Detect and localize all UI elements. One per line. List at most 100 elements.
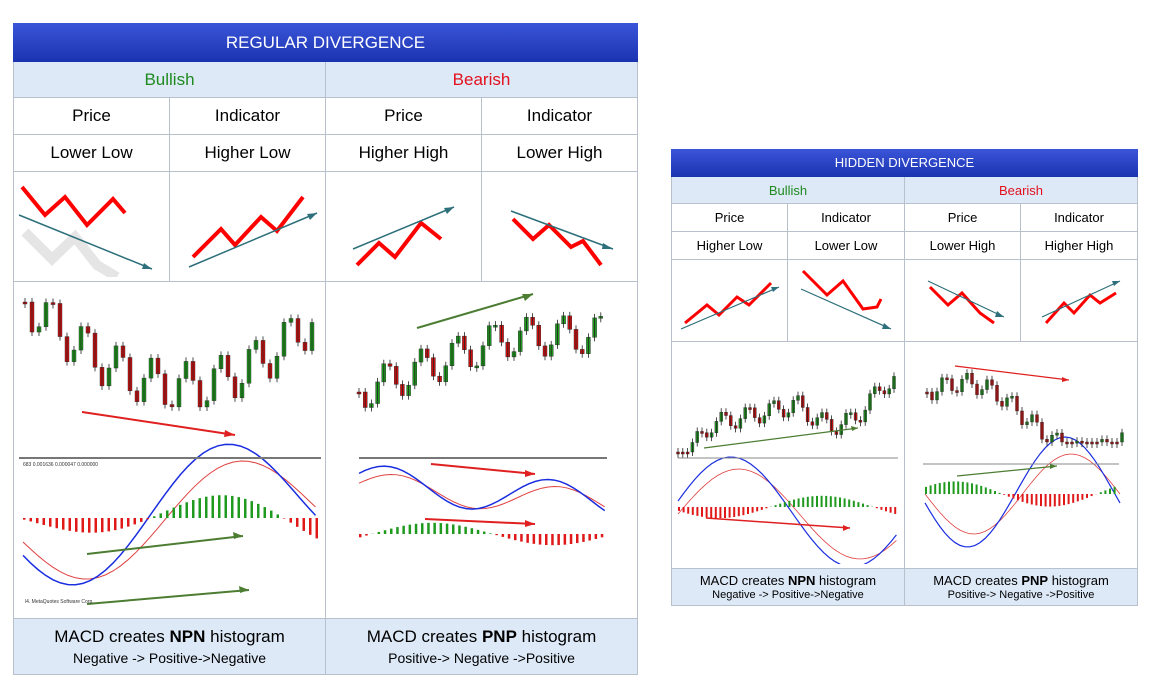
footer-text: MACD creates xyxy=(933,573,1022,588)
histogram-bar xyxy=(1072,494,1075,503)
histogram-bar xyxy=(563,534,566,545)
histogram-bar xyxy=(139,518,142,522)
histogram-bar xyxy=(42,518,45,525)
histogram-bar xyxy=(426,522,430,534)
footer-text-end: histogram xyxy=(205,627,285,646)
histogram-bar xyxy=(1099,492,1102,494)
histogram-bar xyxy=(439,523,442,534)
price-divergence-arrow xyxy=(81,411,235,436)
histogram-bar xyxy=(395,527,399,534)
regular-bear-indicator-sketch xyxy=(482,172,638,282)
histogram-bar xyxy=(432,522,436,534)
histogram-bar xyxy=(925,486,927,494)
footer-pattern: NPN xyxy=(169,627,206,646)
histogram-bar xyxy=(256,503,259,518)
price-divergence-arrow xyxy=(954,365,1070,381)
histogram-bar xyxy=(178,504,181,518)
histogram-bar xyxy=(747,507,749,515)
histogram-bar xyxy=(848,499,851,507)
histogram-bar xyxy=(894,507,897,514)
histogram-bar xyxy=(788,500,791,507)
histogram-bar xyxy=(420,523,423,534)
footer-text: MACD creates xyxy=(699,573,788,588)
macd-divergence-arrow-2 xyxy=(86,589,249,605)
histogram-bar xyxy=(957,481,960,494)
histogram-bar xyxy=(1044,494,1047,507)
histogram-bar xyxy=(1067,494,1070,505)
macd-line xyxy=(358,465,605,512)
histogram-bar xyxy=(211,495,214,518)
histogram-bar xyxy=(779,503,782,507)
histogram-bar xyxy=(152,516,155,518)
hidden-bull-footer: MACD creates NPN histogram Negative -> P… xyxy=(671,569,905,606)
regular-bear-indicator-value: Lower High xyxy=(482,135,638,172)
footer-pattern: PNP xyxy=(481,627,517,646)
histogram-bar xyxy=(934,484,937,494)
histogram-bar xyxy=(834,496,837,507)
signal-line xyxy=(358,473,605,510)
hidden-title: HIDDEN DIVERGENCE xyxy=(671,149,1138,177)
histogram-bar xyxy=(48,518,51,527)
histogram-bar xyxy=(825,495,828,507)
histogram-bar xyxy=(600,534,603,538)
histogram-bar xyxy=(843,498,846,507)
regular-bull-indicator-label: Indicator xyxy=(170,98,326,135)
histogram-bar xyxy=(971,483,973,494)
histogram-bar xyxy=(470,528,473,534)
histogram-bar xyxy=(862,503,864,507)
regular-bear-price-sketch xyxy=(326,172,482,282)
histogram-bar xyxy=(952,481,955,494)
histogram-bar xyxy=(100,518,103,533)
histogram-bar xyxy=(55,518,58,529)
trend-arrow xyxy=(680,285,779,330)
histogram-bar xyxy=(587,534,591,541)
histogram-bar xyxy=(1021,494,1024,502)
histogram-bar xyxy=(742,507,745,516)
hidden-bear-indicator-label: Indicator xyxy=(1021,204,1138,232)
histogram-bar xyxy=(980,485,983,494)
hidden-bullish-header: Bullish xyxy=(671,177,905,204)
histogram-bar xyxy=(22,518,25,520)
histogram-bar xyxy=(282,518,285,519)
histogram-bar xyxy=(678,507,680,511)
macd-divergence-arrow xyxy=(705,517,851,529)
histogram-bar xyxy=(816,495,818,507)
hidden-bearish-header: Bearish xyxy=(905,177,1138,204)
hidden-bear-footer: MACD creates PNP histogram Positive-> Ne… xyxy=(905,569,1138,606)
regular-bear-price-label: Price xyxy=(326,98,482,135)
price-zigzag xyxy=(19,185,127,228)
histogram-bar xyxy=(733,507,736,517)
histogram-bar xyxy=(765,507,768,509)
hidden-bear-chart xyxy=(905,342,1138,569)
histogram-bar xyxy=(507,534,510,539)
histogram-bar xyxy=(696,507,699,516)
histogram-bar xyxy=(94,518,97,533)
histogram-bar xyxy=(383,530,386,534)
histogram-bar xyxy=(544,534,547,546)
watermark: l4. MetaQuotes Software Corp. xyxy=(25,599,94,605)
histogram-bar xyxy=(774,505,777,507)
hidden-bear-indicator-value: Higher High xyxy=(1021,232,1138,260)
histogram-bar xyxy=(710,507,713,518)
price-divergence-arrow xyxy=(703,427,859,449)
histogram-bar xyxy=(107,518,110,532)
histogram-bar xyxy=(501,534,504,537)
histogram-bar xyxy=(445,523,448,534)
hidden-bear-price-value: Lower High xyxy=(905,232,1021,260)
trend-arrow xyxy=(800,287,892,330)
trend-arrow xyxy=(510,209,613,250)
histogram-bar xyxy=(29,518,32,522)
footer-sequence: Positive-> Negative ->Positive xyxy=(947,589,1095,601)
histogram-bar xyxy=(1003,494,1006,495)
hidden-bear-price-label: Price xyxy=(905,204,1021,232)
histogram-bar xyxy=(1104,490,1107,494)
histogram-bar xyxy=(714,507,717,519)
histogram-bar xyxy=(302,518,305,531)
histogram-bar xyxy=(1017,494,1019,501)
footer-text-end: histogram xyxy=(1048,573,1109,588)
histogram-bar xyxy=(989,489,992,494)
hidden-bull-indicator-sketch xyxy=(788,260,905,342)
trend-arrow xyxy=(18,213,152,270)
histogram-bar xyxy=(269,510,272,518)
histogram-divergence-arrow xyxy=(424,518,535,525)
